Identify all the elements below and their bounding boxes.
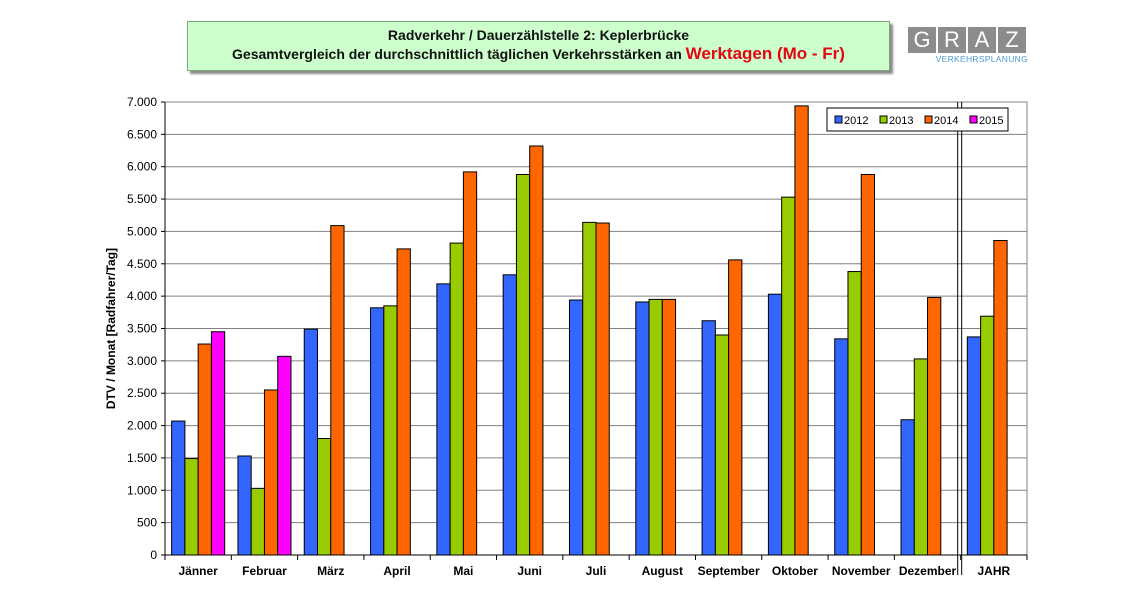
logo-letters: G R A Z xyxy=(908,27,1028,53)
legend-swatch-2015 xyxy=(969,115,978,124)
y-tick-label: 7.000 xyxy=(127,95,157,109)
y-tick-label: 4.500 xyxy=(127,257,157,271)
bar-2012-juli xyxy=(568,299,584,556)
legend-swatch-2013 xyxy=(879,115,888,124)
y-tick-label: 0 xyxy=(150,548,157,562)
y-tick-label: 3.000 xyxy=(127,354,157,368)
x-tick-label: Juni xyxy=(517,564,542,578)
bar-2014-jahr xyxy=(993,239,1008,556)
bar-2014-november xyxy=(860,173,875,556)
x-tick-label: September xyxy=(698,564,760,578)
bar-2012-jahr xyxy=(966,336,982,556)
bar-2013-mai xyxy=(449,242,464,556)
legend-label-2014: 2014 xyxy=(934,115,958,127)
chart-title: Radverkehr / Dauerzählstelle 2: Keplerbr… xyxy=(387,27,690,43)
y-tick-label: 4.000 xyxy=(127,289,157,303)
bar-2014-september xyxy=(728,259,743,556)
x-tick-label: Oktober xyxy=(772,564,818,578)
bar-2014-februar xyxy=(263,389,279,556)
logo-letter: R xyxy=(938,27,966,53)
y-axis-label: DTV / Monat [Radfahrer/Tag] xyxy=(104,248,118,409)
y-tick-label: 6.000 xyxy=(127,160,157,174)
x-tick-label: August xyxy=(642,564,683,578)
bar-2013-august xyxy=(648,298,663,556)
x-tick-label: Mai xyxy=(453,564,473,578)
y-tick-label: 2.000 xyxy=(127,419,157,433)
y-tick-label: 3.500 xyxy=(127,322,157,336)
x-tick-label: Jänner xyxy=(178,564,218,578)
bar-2013-jnner xyxy=(184,458,199,556)
x-tick-label: Februar xyxy=(242,564,287,578)
y-tick-label: 5.000 xyxy=(127,224,157,238)
bar-2012-oktober xyxy=(767,293,783,556)
x-tick-label: April xyxy=(383,564,410,578)
x-tick-label: November xyxy=(832,564,891,578)
bar-2014-april xyxy=(396,248,411,556)
bar-2012-mrz xyxy=(303,328,319,556)
bar-2013-jahr xyxy=(980,315,995,556)
y-tick-label: 2.500 xyxy=(127,386,157,400)
chart-subtitle: Gesamtvergleich der durchschnittlich täg… xyxy=(188,44,889,64)
x-tick-label: Juli xyxy=(586,564,607,578)
chart-subtitle-emphasis: Werktagen (Mo - Fr) xyxy=(685,44,845,63)
bar-2014-juni xyxy=(529,145,544,556)
bar-2013-oktober xyxy=(781,196,796,556)
bar-2012-november xyxy=(834,338,849,556)
bar-2012-april xyxy=(370,307,385,556)
x-tick-label: März xyxy=(317,564,344,578)
bar-2012-juni xyxy=(502,274,517,556)
chart-subtitle-text: Gesamtvergleich der durchschnittlich täg… xyxy=(232,46,686,62)
logo-letter: A xyxy=(968,27,996,53)
bar-2013-februar xyxy=(250,487,265,556)
logo-letter: Z xyxy=(998,27,1026,53)
bar-2014-jnner xyxy=(197,343,212,556)
bar-2014-dezember xyxy=(927,296,942,556)
bar-2012-mai xyxy=(436,283,451,556)
bar-2014-oktober xyxy=(794,105,809,556)
bar-2012-august xyxy=(635,301,650,556)
bar-2013-november xyxy=(847,271,862,556)
y-tick-label: 5.500 xyxy=(127,192,157,206)
bar-2014-mrz xyxy=(330,225,345,556)
y-tick-label: 1.000 xyxy=(127,483,157,497)
bar-2015-jnner xyxy=(210,331,226,556)
legend-swatch-2012 xyxy=(834,115,843,124)
bar-2013-mrz xyxy=(317,438,332,556)
bar-2015-februar xyxy=(277,355,292,556)
graz-logo: G R A Z VERKEHRSPLANUNG xyxy=(908,27,1028,67)
x-tick-label: JAHR xyxy=(978,564,1011,578)
logo-subtitle: VERKEHRSPLANUNG xyxy=(935,54,1028,64)
bar-2012-jnner xyxy=(171,420,186,556)
bar-2012-dezember xyxy=(900,419,915,556)
y-tick-label: 6.500 xyxy=(127,127,157,141)
bar-2013-juni xyxy=(515,173,531,556)
bar-2012-februar xyxy=(237,455,252,556)
bar-2012-september xyxy=(701,320,716,556)
x-tick-label: Dezember xyxy=(899,564,957,578)
y-tick-label: 500 xyxy=(137,516,157,530)
logo-letter: G xyxy=(908,27,936,53)
bar-2014-juli xyxy=(595,222,610,556)
legend-swatch-2014 xyxy=(924,115,933,124)
chart-title-box: Radverkehr / Dauerzählstelle 2: Keplerbr… xyxy=(187,21,890,71)
legend-label-2015: 2015 xyxy=(979,115,1003,127)
bar-2013-dezember xyxy=(913,358,929,556)
y-tick-label: 1.500 xyxy=(127,451,157,465)
bar-2013-juli xyxy=(582,221,597,556)
legend-label-2012: 2012 xyxy=(844,115,868,127)
legend-box xyxy=(826,107,1009,132)
bar-2014-mai xyxy=(462,171,478,556)
bar-2013-april xyxy=(383,305,398,556)
bar-2013-september xyxy=(714,334,730,556)
bar-2014-august xyxy=(661,298,677,556)
legend-label-2013: 2013 xyxy=(889,115,913,127)
